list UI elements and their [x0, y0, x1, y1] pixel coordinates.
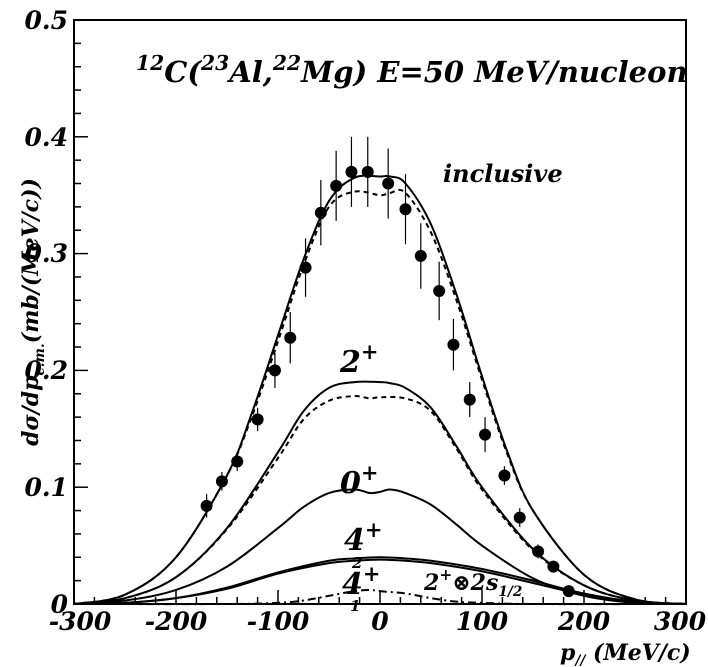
data-point	[414, 249, 427, 262]
x-tick-label-200: 200	[557, 607, 611, 636]
data-point	[284, 331, 297, 344]
y-tick-label-0.5: 0.5	[25, 6, 69, 35]
y-tick-labels: 0 0.1 0.2 0.3 0.4 0.5	[25, 6, 69, 619]
y-tick-label-0.2: 0.2	[25, 356, 69, 385]
y-tick-label-0.4: 0.4	[25, 123, 69, 152]
label-inclusive: inclusive	[443, 159, 563, 188]
x-tick-label--100: -100	[247, 607, 310, 636]
data-point	[268, 364, 281, 377]
data-point	[513, 511, 526, 524]
x-tick-label--200: -200	[145, 607, 208, 636]
y-axis-label: dσ/dpc.m.(mb/(MeV/c))	[18, 178, 48, 446]
x-tick-label-300: 300	[654, 607, 707, 636]
data-point	[382, 177, 395, 190]
label-2plus-coupling: 2+⊗2s1/2	[423, 566, 522, 600]
series-line-4	[73, 488, 687, 605]
x-tick-label-0: 0	[371, 607, 389, 636]
data-point	[479, 428, 492, 441]
data-point	[200, 499, 213, 512]
chart-title: 12C(23Al,22Mg) E=50 MeV/nucleon	[136, 51, 688, 89]
data-point	[330, 179, 343, 192]
data-points	[200, 136, 575, 598]
data-point	[231, 455, 244, 468]
data-point	[345, 165, 358, 178]
x-tick-label--300: -300	[49, 607, 112, 636]
data-point	[314, 206, 327, 219]
x-tick-label-100: 100	[456, 607, 509, 636]
data-point	[433, 284, 446, 297]
label-4plus-1: 4+	[342, 561, 380, 602]
label-0plus: 0+	[340, 460, 378, 501]
data-point	[251, 413, 264, 426]
data-point	[532, 545, 545, 558]
label-4plus-2: 4+	[344, 517, 382, 558]
data-point	[399, 203, 412, 216]
series-line-1	[73, 188, 687, 605]
y-tick-label-0: 0	[51, 590, 69, 619]
label-2plus: 2+	[339, 339, 378, 380]
x-axis-label: p// (MeV/c)	[560, 640, 691, 667]
data-point	[361, 165, 374, 178]
data-point	[299, 261, 312, 274]
y-tick-label-0.1: 0.1	[25, 473, 69, 502]
label-4plus-2-sub: 2	[351, 554, 362, 572]
series-line-7	[73, 588, 687, 606]
x-tick-labels: -300 -200 -100 0 100 200 300	[49, 607, 707, 636]
data-point	[463, 393, 476, 406]
data-point	[498, 469, 511, 482]
data-point	[547, 560, 560, 573]
data-point	[562, 585, 575, 598]
label-4plus-1-sub: 1	[350, 597, 360, 615]
y-tick-label-0.3: 0.3	[25, 239, 69, 268]
data-point	[215, 475, 228, 488]
data-point	[447, 338, 460, 351]
